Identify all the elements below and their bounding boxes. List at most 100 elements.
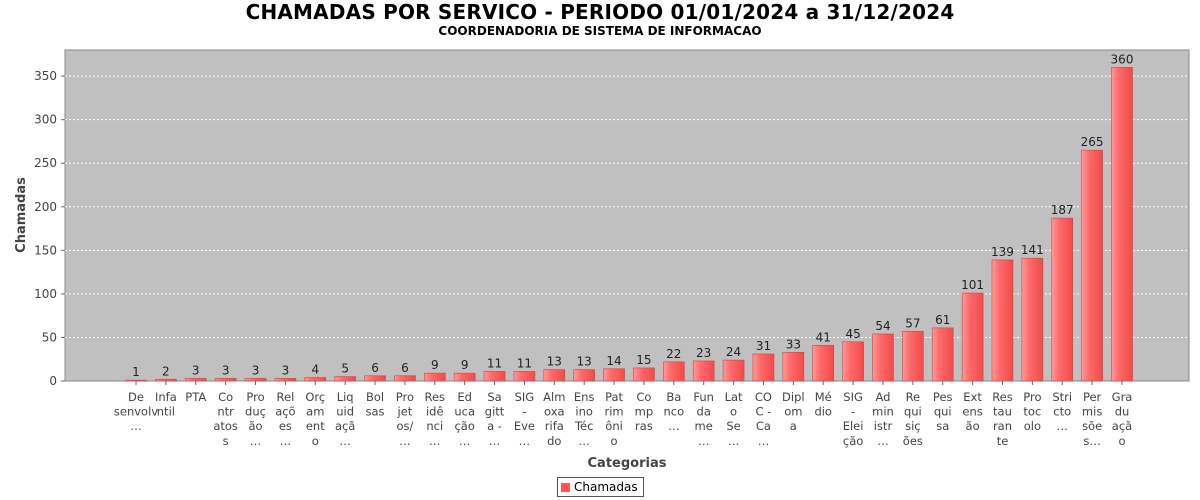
x-tick-label: Re qui siç ões: [903, 390, 923, 448]
bar: [722, 359, 745, 382]
x-tick-label: Fun da me…: [693, 390, 714, 448]
bar: [603, 368, 625, 382]
x-tick-label: Ed uca ção…: [454, 390, 475, 448]
data-label: 31: [756, 339, 771, 353]
y-tick-label: 50: [42, 330, 57, 344]
y-tick-label: 200: [34, 200, 57, 214]
bar: [1021, 257, 1044, 382]
legend-label: Chamadas: [574, 480, 638, 494]
x-tick-label: Gra du açã o: [1112, 390, 1133, 448]
x-tick-label: Pro duç ão…: [245, 390, 266, 448]
bar: [214, 378, 237, 382]
bar: [334, 376, 356, 382]
data-label: 141: [1021, 243, 1044, 257]
x-tick-label: Pat rim ôni o: [604, 390, 623, 448]
bar: [543, 369, 566, 382]
data-label: 101: [961, 278, 984, 292]
x-tick-label: Lat o Se…: [725, 390, 743, 448]
data-label: 13: [577, 355, 592, 369]
x-tick-label: Rel açõ es…: [275, 390, 295, 448]
x-tick-label: Mé dio: [814, 390, 832, 419]
data-label: 11: [487, 356, 502, 370]
x-tick-label: Ens ino Téc…: [574, 390, 595, 448]
bar: [184, 378, 207, 382]
data-label: 139: [991, 245, 1014, 259]
bar: [244, 378, 267, 382]
data-label: 3: [222, 363, 230, 377]
data-label: 1: [132, 365, 140, 379]
x-tick-label: Res idê nci…: [425, 390, 446, 448]
data-label: 9: [461, 358, 469, 372]
chart-title: CHAMADAS POR SERVICO - PERIODO 01/01/202…: [245, 0, 955, 24]
bar: [513, 371, 536, 382]
y-tick-label: 300: [34, 113, 57, 127]
x-tick-label: Bol sas: [366, 390, 385, 419]
bar: [304, 377, 327, 382]
data-label: 57: [905, 316, 920, 330]
data-label: 4: [311, 363, 319, 377]
bar: [812, 344, 835, 382]
data-label: 5: [341, 362, 349, 376]
plot-area: [64, 49, 1190, 382]
bar: [483, 371, 506, 382]
data-label: 360: [1111, 52, 1134, 66]
data-label: 9: [431, 358, 439, 372]
bar: [1081, 149, 1103, 382]
data-label: 54: [875, 319, 890, 333]
x-tick-label: Alm oxa rifa do: [543, 390, 565, 448]
bar: [633, 367, 655, 382]
y-tick-label: 250: [34, 156, 57, 170]
bar: [155, 378, 177, 382]
bar: [752, 353, 775, 382]
bar: [364, 375, 386, 382]
data-label: 265: [1081, 135, 1104, 149]
data-label: 41: [816, 330, 831, 344]
bar: [423, 372, 446, 382]
y-tick-label: 0: [49, 374, 57, 388]
x-tick-label: Res tau ran te: [992, 390, 1013, 448]
bar: [394, 375, 416, 382]
bar: [663, 361, 685, 382]
x-axis-label: Categorias: [588, 456, 667, 471]
data-label: 24: [726, 345, 741, 359]
x-tick-label: Dipl om a: [782, 390, 805, 433]
data-label: 6: [371, 361, 379, 375]
x-tick-label: Ext ens ão: [962, 390, 982, 433]
x-tick-label: Liq uid açã…: [335, 390, 355, 448]
bar: [902, 331, 924, 382]
data-label: 61: [935, 313, 950, 327]
bar: [991, 259, 1014, 382]
data-label: 33: [786, 337, 801, 351]
x-tick-label: SIG -Elei ção: [843, 390, 864, 448]
bar: [453, 372, 476, 382]
x-tick-label: Per mis sõe s…: [1082, 390, 1102, 448]
x-tick-label: Orç am ent o: [305, 390, 325, 448]
data-label: 22: [666, 347, 681, 361]
y-tick-label: 150: [34, 243, 57, 257]
data-label: 2: [162, 364, 170, 378]
x-tick-label: Pes qui sa: [933, 390, 953, 433]
x-axis: De senvolv …Infa ntil PTA Co ntr atos s Pro duç ão……: [114, 381, 1132, 448]
bar: [842, 341, 864, 382]
bar: [931, 327, 954, 382]
x-tick-label: Pro jet os/…: [396, 390, 414, 448]
y-tick-label: 100: [34, 287, 57, 301]
x-tick-label: Sa gitt a -…: [485, 390, 505, 448]
data-label: 23: [696, 346, 711, 360]
legend-swatch: [561, 482, 570, 492]
data-label: 15: [636, 353, 651, 367]
x-tick-label: CO C -Ca…: [755, 390, 772, 448]
bar: [274, 378, 297, 382]
y-axis: 0 50 100 150 200 250 300 350: [34, 69, 65, 388]
x-tick-label: Co ntr atos s: [213, 390, 238, 448]
bar: [1051, 217, 1074, 382]
data-label: 187: [1051, 203, 1074, 217]
data-label: 14: [606, 354, 621, 368]
x-tick-label: Ba nco…: [663, 390, 684, 433]
data-label: 13: [547, 355, 562, 369]
legend: Chamadas: [557, 477, 644, 497]
chart-subtitle: COORDENADORIA DE SISTEMA DE INFORMACAO: [438, 24, 762, 38]
y-tick-label: 350: [34, 69, 57, 83]
data-label: 11: [517, 356, 532, 370]
